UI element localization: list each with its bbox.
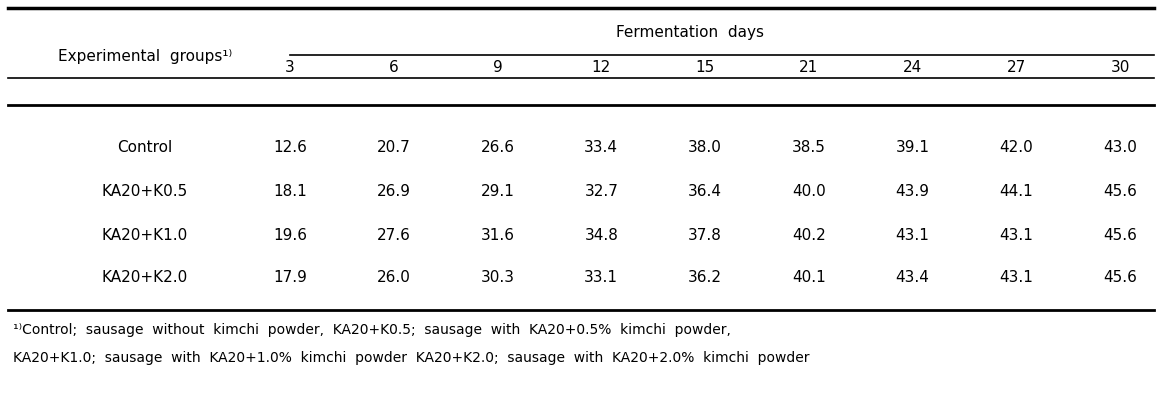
Text: 45.6: 45.6 <box>1103 184 1136 200</box>
Text: 39.1: 39.1 <box>896 141 930 155</box>
Text: KA20+K1.0: KA20+K1.0 <box>102 229 188 243</box>
Text: 20.7: 20.7 <box>376 141 410 155</box>
Text: 30: 30 <box>1111 59 1129 74</box>
Text: 37.8: 37.8 <box>688 229 722 243</box>
Text: 27.6: 27.6 <box>376 229 410 243</box>
Text: 36.2: 36.2 <box>688 270 722 285</box>
Text: 34.8: 34.8 <box>584 229 618 243</box>
Text: 38.5: 38.5 <box>791 141 826 155</box>
Text: 40.1: 40.1 <box>791 270 826 285</box>
Text: 33.1: 33.1 <box>584 270 618 285</box>
Text: 43.9: 43.9 <box>896 184 930 200</box>
Text: 32.7: 32.7 <box>584 184 618 200</box>
Text: 33.4: 33.4 <box>584 141 618 155</box>
Text: 26.0: 26.0 <box>376 270 410 285</box>
Text: 19.6: 19.6 <box>273 229 307 243</box>
Text: 43.1: 43.1 <box>896 229 930 243</box>
Text: 40.2: 40.2 <box>791 229 826 243</box>
Text: 12.6: 12.6 <box>273 141 307 155</box>
Text: 17.9: 17.9 <box>273 270 307 285</box>
Text: 6: 6 <box>389 59 399 74</box>
Text: 43.1: 43.1 <box>999 229 1033 243</box>
Text: 29.1: 29.1 <box>481 184 515 200</box>
Text: 42.0: 42.0 <box>999 141 1033 155</box>
Text: 45.6: 45.6 <box>1103 229 1136 243</box>
Text: 30.3: 30.3 <box>481 270 515 285</box>
Text: 36.4: 36.4 <box>688 184 722 200</box>
Text: 43.0: 43.0 <box>1103 141 1136 155</box>
Text: Experimental  groups¹⁾: Experimental groups¹⁾ <box>58 49 232 64</box>
Text: Fermentation  days: Fermentation days <box>616 25 763 40</box>
Text: 45.6: 45.6 <box>1103 270 1136 285</box>
Text: 27: 27 <box>1006 59 1026 74</box>
Text: 38.0: 38.0 <box>688 141 722 155</box>
Text: 43.1: 43.1 <box>999 270 1033 285</box>
Text: 26.9: 26.9 <box>376 184 410 200</box>
Text: Control: Control <box>117 141 173 155</box>
Text: 31.6: 31.6 <box>481 229 515 243</box>
Text: 43.4: 43.4 <box>896 270 930 285</box>
Text: 12: 12 <box>591 59 611 74</box>
Text: 24: 24 <box>903 59 923 74</box>
Text: KA20+K0.5: KA20+K0.5 <box>102 184 188 200</box>
Text: 15: 15 <box>695 59 715 74</box>
Text: 18.1: 18.1 <box>273 184 307 200</box>
Text: 40.0: 40.0 <box>791 184 826 200</box>
Text: KA20+K2.0: KA20+K2.0 <box>102 270 188 285</box>
Text: 21: 21 <box>799 59 818 74</box>
Text: 44.1: 44.1 <box>999 184 1033 200</box>
Text: 9: 9 <box>493 59 502 74</box>
Text: KA20+K1.0;  sausage  with  KA20+1.0%  kimchi  powder  KA20+K2.0;  sausage  with : KA20+K1.0; sausage with KA20+1.0% kimchi… <box>13 351 810 365</box>
Text: 3: 3 <box>285 59 295 74</box>
Text: ¹⁾Control;  sausage  without  kimchi  powder,  KA20+K0.5;  sausage  with  KA20+0: ¹⁾Control; sausage without kimchi powder… <box>13 323 731 337</box>
Text: 26.6: 26.6 <box>481 141 515 155</box>
